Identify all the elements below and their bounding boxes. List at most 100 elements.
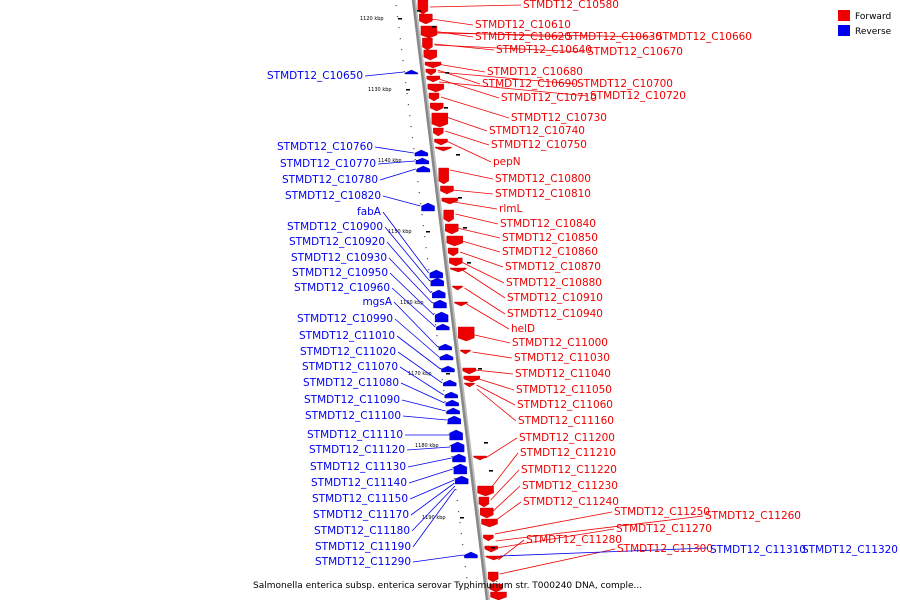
forward-gene-label-rlml: rlmL <box>499 203 522 215</box>
forward-gene-arrow <box>484 545 498 553</box>
forward-gene-arrow <box>485 555 503 561</box>
feature-marker <box>463 227 467 229</box>
scale-minor-tick <box>443 390 445 392</box>
scale-minor-tick <box>409 115 411 117</box>
feature-marker <box>444 107 448 109</box>
forward-gene-arrow <box>419 13 433 25</box>
forward-gene-label-stmdt12-c11220: STMDT12_C11220 <box>521 464 617 476</box>
reverse-gene-label-stmdt12-c11170: STMDT12_C11170 <box>313 509 409 521</box>
reverse-gene-label-stmdt12-c11190: STMDT12_C11190 <box>315 541 411 553</box>
reverse-label-leader <box>377 160 415 165</box>
forward-gene-label-stmdt12-c10610: STMDT12_C10610 <box>475 19 571 31</box>
scale-minor-tick <box>437 346 439 348</box>
forward-gene-arrow <box>434 138 448 146</box>
scale-tick-label: 1160 kbp <box>400 300 424 306</box>
forward-gene-arrow <box>454 301 468 307</box>
forward-gene-label-pepn: pepN <box>493 156 521 168</box>
forward-gene-label-stmdt12-c11040: STMDT12_C11040 <box>515 368 611 380</box>
legend-reverse-swatch <box>838 25 850 36</box>
forward-gene-arrow <box>422 37 433 51</box>
reverse-label-leader <box>406 446 451 451</box>
reverse-label-leader <box>412 554 464 563</box>
leader-layer <box>364 4 709 575</box>
scale-minor-tick <box>455 489 457 491</box>
reverse-label-leader <box>386 241 432 294</box>
reverse-gene-label-stmdt12-c10930: STMDT12_C10930 <box>291 252 387 264</box>
scale-minor-tick <box>462 544 464 546</box>
reverse-gene-arrow <box>450 441 465 453</box>
reverse-gene-label-stmdt12-c10770: STMDT12_C10770 <box>280 158 376 170</box>
reverse-label-leader <box>410 482 455 516</box>
scale-minor-tick <box>429 280 431 282</box>
forward-label-leader <box>499 548 616 575</box>
scale-minor-tick <box>440 368 442 370</box>
forward-gene-label-stmdt12-c10850: STMDT12_C10850 <box>502 232 598 244</box>
forward-label-leader <box>472 351 513 359</box>
forward-label-leader <box>476 388 517 422</box>
reverse-label-leader <box>389 272 435 316</box>
reverse-gene-arrow <box>432 289 446 299</box>
scale-minor-tick <box>414 159 416 161</box>
forward-gene-label-stmdt12-c10880: STMDT12_C10880 <box>506 277 602 289</box>
forward-label-leader <box>474 369 514 375</box>
forward-label-leader <box>458 239 501 253</box>
scale-tick-label: 1120 kbp <box>360 16 384 22</box>
forward-gene-arrow <box>445 223 459 235</box>
scale-minor-tick <box>448 434 450 436</box>
reverse-label-leader <box>374 146 414 154</box>
forward-gene-arrow <box>450 267 467 273</box>
scale-minor-tick <box>444 401 446 403</box>
reverse-gene-label-stmdt12-c10820: STMDT12_C10820 <box>285 190 381 202</box>
forward-label-leader <box>493 501 522 523</box>
forward-gene-label-stmdt12-c10800: STMDT12_C10800 <box>495 173 591 185</box>
forward-gene-arrow <box>449 257 463 267</box>
feature-marker <box>467 262 471 264</box>
forward-gene-arrow <box>483 534 494 542</box>
forward-label-leader <box>475 377 515 391</box>
forward-gene-label-stmdt12-c10640: STMDT12_C10640 <box>496 44 592 56</box>
reverse-gene-label-stmdt12-c10760: STMDT12_C10760 <box>277 141 373 153</box>
forward-label-leader <box>457 227 501 239</box>
reverse-gene-arrow <box>414 149 429 157</box>
forward-label-leader <box>494 511 613 535</box>
scale-minor-tick <box>439 357 441 359</box>
reverse-gene-arrow <box>433 299 447 309</box>
scale-minor-tick <box>430 291 433 293</box>
scale-tick-label: 1150 kbp <box>388 229 412 235</box>
forward-gene-arrow <box>440 185 454 195</box>
reverse-label-leader <box>382 195 421 207</box>
reverse-label-leader <box>364 71 404 77</box>
feature-marker <box>491 547 495 549</box>
reverse-gene-arrow <box>421 202 435 212</box>
scale-minor-tick <box>401 49 403 51</box>
forward-gene-label-stmdt12-c10740: STMDT12_C10740 <box>489 125 585 137</box>
forward-gene-arrow <box>428 92 440 102</box>
reverse-gene-label-stmdt12-c11290: STMDT12_C11290 <box>315 556 411 568</box>
forward-label-leader <box>459 251 504 268</box>
forward-label-leader <box>434 43 495 51</box>
forward-gene-arrow <box>427 83 445 93</box>
forward-gene-label-stmdt12-c11240: STMDT12_C11240 <box>523 496 619 508</box>
forward-gene-label-stmdt12-c10940: STMDT12_C10940 <box>507 308 603 320</box>
forward-gene-label-stmdt12-c10730: STMDT12_C10730 <box>511 112 607 124</box>
scale-minor-tick <box>425 247 427 249</box>
forward-gene-arrow <box>460 349 471 355</box>
scale-minor-tick <box>417 181 419 183</box>
forward-gene-label-stmdt12-c11000: STMDT12_C11000 <box>512 337 608 349</box>
forward-gene-arrow <box>433 127 444 137</box>
reverse-gene-label-stmdt12-c10960: STMDT12_C10960 <box>294 282 390 294</box>
reverse-gene-arrow <box>438 343 452 351</box>
feature-marker <box>484 442 488 444</box>
reverse-label-leader <box>394 318 440 358</box>
forward-label-leader <box>449 169 494 180</box>
scale-minor-tick <box>436 335 438 337</box>
forward-gene-arrow <box>477 485 494 497</box>
forward-gene-label-stmdt12-c10690: STMDT12_C10690 <box>482 78 578 90</box>
forward-gene-arrow <box>452 285 463 291</box>
scale-tick-mark <box>460 517 464 519</box>
forward-gene-arrow <box>420 25 438 39</box>
forward-gene-label-stmdt12-c10810: STMDT12_C10810 <box>495 188 591 200</box>
reverse-gene-label-stmdt12-c11320: STMDT12_C11320 <box>802 544 898 556</box>
feature-marker <box>456 154 460 156</box>
forward-gene-label-stmdt12-c11200: STMDT12_C11200 <box>519 432 615 444</box>
